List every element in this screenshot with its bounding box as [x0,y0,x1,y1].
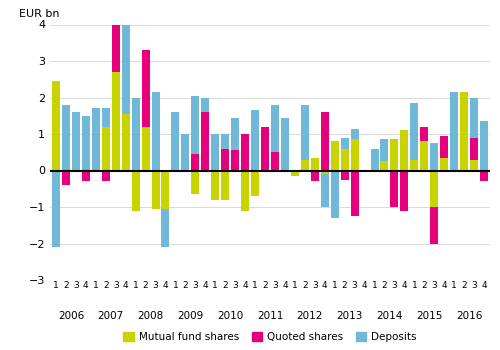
Bar [221,170,229,200]
Bar [430,207,438,244]
Bar [251,110,259,170]
Bar [271,105,279,152]
Bar [132,170,140,211]
Bar [162,209,170,247]
Bar [470,98,478,138]
Bar [440,136,448,158]
Bar [350,140,358,170]
Bar [390,170,398,207]
Bar [112,72,120,170]
Bar [231,118,239,150]
Text: 2010: 2010 [217,310,244,321]
Bar [241,134,249,170]
Bar [281,118,289,170]
Bar [102,127,110,170]
Text: 2016: 2016 [456,310,482,321]
Bar [330,170,338,218]
Bar [192,154,200,170]
Bar [202,98,209,112]
Text: EUR bn: EUR bn [19,9,59,19]
Bar [192,96,200,154]
Bar [152,92,160,170]
Text: 2013: 2013 [336,310,363,321]
Bar [450,92,458,170]
Bar [330,141,338,170]
Bar [192,170,200,194]
Text: 2009: 2009 [177,310,204,321]
Bar [321,174,328,207]
Bar [380,139,388,161]
Bar [212,170,219,200]
Bar [311,158,319,170]
Bar [460,92,468,170]
Bar [301,105,309,160]
Bar [400,130,408,170]
Bar [142,127,150,170]
Text: 2015: 2015 [416,310,442,321]
Bar [350,170,358,216]
Bar [162,170,170,209]
Bar [122,15,130,114]
Bar [132,98,140,170]
Bar [440,158,448,170]
Bar [340,149,348,170]
Bar [241,170,249,211]
Bar [82,116,90,170]
Bar [102,170,110,181]
Bar [311,170,319,181]
Bar [301,160,309,170]
Text: 2008: 2008 [138,310,164,321]
Bar [430,143,438,170]
Text: 2011: 2011 [257,310,283,321]
Bar [112,1,120,72]
Bar [321,112,328,170]
Legend: Mutual fund shares, Quoted shares, Deposits: Mutual fund shares, Quoted shares, Depos… [119,328,421,346]
Bar [72,112,80,170]
Bar [370,149,378,170]
Bar [52,170,60,247]
Bar [480,170,488,181]
Bar [261,127,269,170]
Bar [221,149,229,170]
Bar [480,121,488,170]
Bar [62,105,70,170]
Bar [390,140,398,170]
Bar [212,134,219,170]
Bar [430,170,438,207]
Bar [172,112,179,170]
Bar [321,170,328,174]
Bar [340,170,348,180]
Bar [291,170,299,176]
Bar [380,161,388,170]
Bar [182,134,190,170]
Bar [102,108,110,127]
Bar [470,160,478,170]
Text: 2007: 2007 [98,310,124,321]
Bar [152,170,160,209]
Bar [251,170,259,196]
Bar [340,138,348,149]
Bar [221,134,229,149]
Bar [271,152,279,170]
Bar [410,160,418,170]
Bar [52,81,60,170]
Bar [142,50,150,127]
Bar [420,141,428,170]
Bar [350,128,358,140]
Bar [410,103,418,160]
Bar [420,127,428,141]
Bar [400,170,408,211]
Bar [470,138,478,160]
Bar [82,170,90,181]
Bar [231,150,239,170]
Bar [92,108,100,170]
Text: 2006: 2006 [58,310,84,321]
Bar [122,114,130,170]
Bar [62,170,70,185]
Text: 2014: 2014 [376,310,402,321]
Text: 2012: 2012 [296,310,323,321]
Bar [202,112,209,170]
